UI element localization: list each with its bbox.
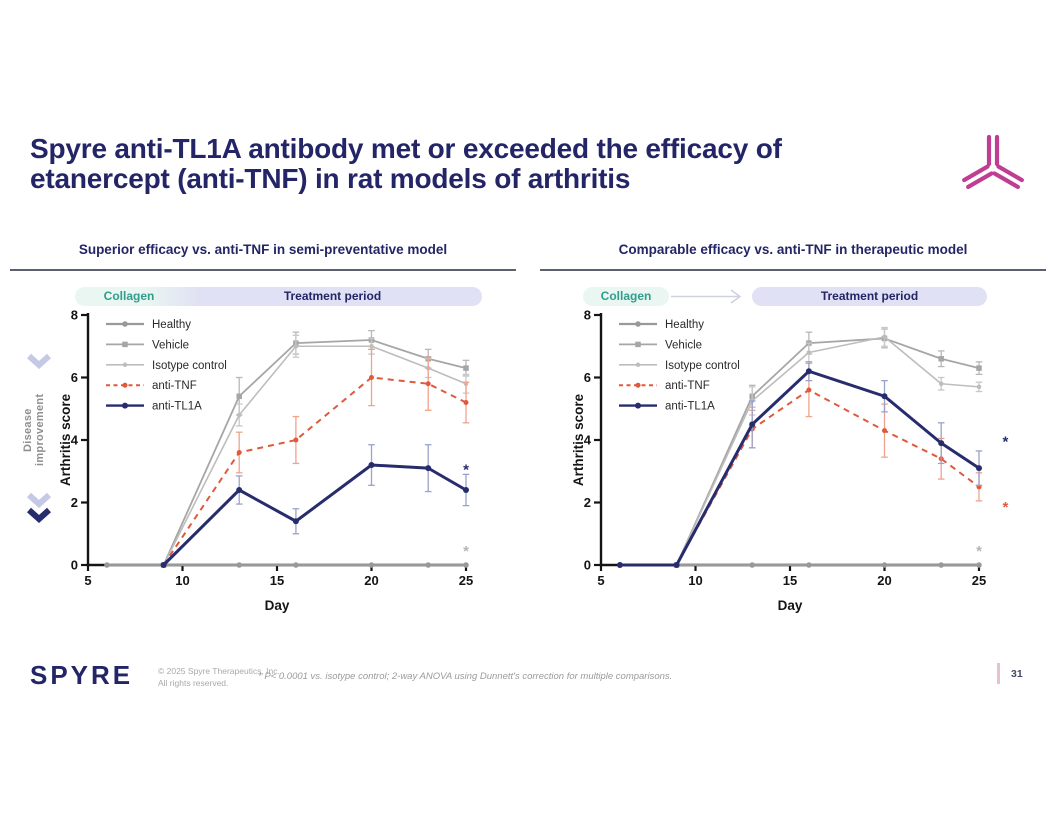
svg-text:0: 0	[71, 558, 78, 573]
svg-text:10: 10	[175, 573, 189, 588]
slide-title: Spyre anti-TL1A antibody met or exceeded…	[30, 134, 940, 194]
significance-asterisk: *	[463, 543, 469, 560]
treatment-period-badge: Treatment period	[283, 289, 382, 303]
statistics-footnote: * P< 0.0001 vs. isotype control; 2-way A…	[258, 671, 673, 682]
svg-text:0: 0	[584, 558, 591, 573]
legend: Healthy Vehicle Isotype control anti-TNF ant…	[619, 319, 740, 413]
axes: 5 10 15 20 25 0 2 4 6 8 Day Arthritis score	[573, 308, 986, 613]
svg-text:anti-TL1A: anti-TL1A	[152, 401, 202, 413]
left-chart: 5 10 15 20 25 0 2 4 6 8 Day Arthritis score Healthy V…	[60, 308, 473, 613]
left-chart-title: Superior efficacy vs. anti-TNF in semi-p…	[78, 242, 448, 257]
legend: Healthy Vehicle Isotype control anti-TNF ant…	[106, 319, 227, 413]
collagen-treatment-banner: Collagen Treatment period	[583, 287, 987, 306]
series-anti-TL1A	[160, 444, 470, 568]
svg-text:8: 8	[71, 308, 78, 323]
chevron-down-icon	[27, 492, 51, 508]
svg-text:Day: Day	[265, 598, 290, 613]
panel-semi-preventative: Superior efficacy vs. anti-TNF in semi-p…	[10, 240, 516, 656]
svg-text:10: 10	[688, 573, 702, 588]
collagen-badge: Collagen	[583, 287, 669, 306]
arrow-right-icon	[671, 289, 742, 304]
svg-text:25: 25	[972, 573, 986, 588]
svg-text:2: 2	[584, 495, 591, 510]
svg-text:15: 15	[270, 573, 284, 588]
chevron-down-icon	[27, 507, 51, 523]
svg-text:4: 4	[584, 433, 592, 448]
svg-text:5: 5	[597, 573, 604, 588]
collagen-badge: Collagen	[103, 289, 155, 303]
svg-text:Vehicle: Vehicle	[152, 339, 189, 351]
svg-text:25: 25	[459, 573, 473, 588]
copyright-line2: All rights reserved.	[158, 677, 229, 688]
svg-text:5: 5	[84, 573, 91, 588]
significance-asterisk: *	[1003, 434, 1009, 451]
slide-title-line2: etanercept (anti-TNF) in rat models of a…	[30, 163, 631, 194]
svg-text:6: 6	[71, 370, 78, 385]
spyre-antibody-logo-icon	[962, 134, 1024, 190]
svg-text:4: 4	[71, 433, 79, 448]
panel-therapeutic: Comparable efficacy vs. anti-TNF in ther…	[540, 240, 1046, 656]
svg-text:Isotype control: Isotype control	[152, 360, 227, 372]
svg-text:20: 20	[364, 573, 378, 588]
svg-text:anti-TNF: anti-TNF	[665, 380, 710, 392]
page-number: 31	[1011, 668, 1023, 680]
right-chart-title: Comparable efficacy vs. anti-TNF in ther…	[618, 242, 968, 257]
significance-asterisk: *	[976, 543, 982, 560]
svg-text:Arthritis score: Arthritis score	[573, 393, 586, 486]
treatment-period-badge: Treatment period	[752, 287, 987, 306]
series-anti-TNF	[161, 348, 470, 568]
svg-text:6: 6	[584, 370, 591, 385]
header-rule	[540, 269, 1046, 271]
svg-text:Healthy: Healthy	[152, 319, 191, 331]
svg-text:Healthy: Healthy	[665, 319, 704, 331]
spyre-wordmark: SPYRE	[30, 660, 134, 690]
svg-text:2: 2	[71, 495, 78, 510]
svg-text:15: 15	[783, 573, 797, 588]
collagen-treatment-banner: Collagen Treatment period	[75, 287, 482, 306]
svg-text:8: 8	[584, 308, 591, 323]
right-chart: 5 10 15 20 25 0 2 4 6 8 Day Arthritis score Healthy V…	[573, 308, 1009, 613]
slide-title-line1: Spyre anti-TL1A antibody met or exceeded…	[30, 133, 782, 164]
chevron-down-icon	[27, 353, 51, 369]
header-rule	[10, 269, 516, 271]
svg-text:20: 20	[877, 573, 891, 588]
svg-text:anti-TNF: anti-TNF	[152, 380, 197, 392]
significance-asterisk: *	[1003, 499, 1009, 516]
copyright-text: © 2025 Spyre Therapeutics, Inc. All righ…	[158, 666, 280, 690]
copyright-line1: © 2025 Spyre Therapeutics, Inc.	[158, 666, 280, 676]
svg-text:Vehicle: Vehicle	[665, 339, 702, 351]
svg-text:Day: Day	[778, 598, 803, 613]
page-number-divider	[997, 663, 1000, 684]
significance-asterisk: *	[463, 462, 469, 479]
svg-text:Arthritis score: Arthritis score	[60, 393, 73, 486]
svg-text:anti-TL1A: anti-TL1A	[665, 401, 715, 413]
series-Healthy	[104, 562, 469, 568]
svg-text:Isotype control: Isotype control	[665, 360, 740, 372]
series-anti-TL1A	[616, 361, 983, 568]
